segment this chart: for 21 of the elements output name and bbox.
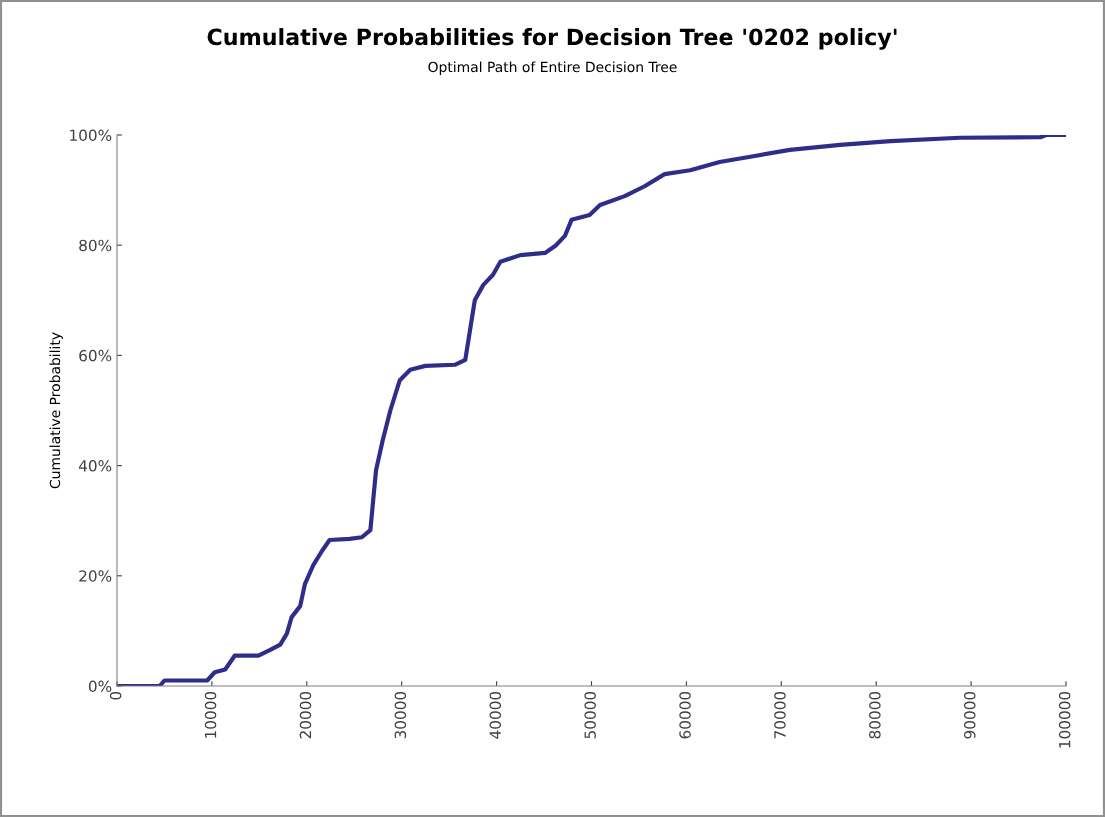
y-axis-title: Cumulative Probability bbox=[49, 332, 63, 489]
y-tick-label: 40% bbox=[78, 460, 112, 472]
x-tick-label: 10000 bbox=[204, 691, 217, 738]
x-tick-label: 60000 bbox=[679, 691, 691, 739]
x-tick-label: 40000 bbox=[489, 691, 502, 739]
chart-subtitle: Optimal Path of Entire Decision Tree bbox=[428, 61, 677, 75]
y-tick-label: 20% bbox=[79, 570, 112, 582]
y-tick-label: 60% bbox=[79, 349, 112, 362]
x-tick-label: 90000 bbox=[963, 691, 976, 739]
x-tick-label: 50000 bbox=[584, 691, 596, 739]
y-tick-label: 80% bbox=[79, 239, 112, 252]
x-tick-label: 30000 bbox=[394, 691, 407, 739]
x-tick-label: 20000 bbox=[299, 691, 312, 739]
x-tick-label: 70000 bbox=[774, 691, 786, 739]
x-tick-label: 80000 bbox=[869, 691, 881, 739]
line-series bbox=[117, 135, 1066, 686]
y-tick-label: 0% bbox=[88, 680, 112, 693]
x-tick-label: 0 bbox=[109, 691, 122, 700]
y-tick-label: 100% bbox=[70, 129, 112, 142]
chart-title: Cumulative Probabilities for Decision Tree '0202 policy' bbox=[207, 28, 897, 50]
x-tick-label: 100000 bbox=[1058, 691, 1071, 748]
